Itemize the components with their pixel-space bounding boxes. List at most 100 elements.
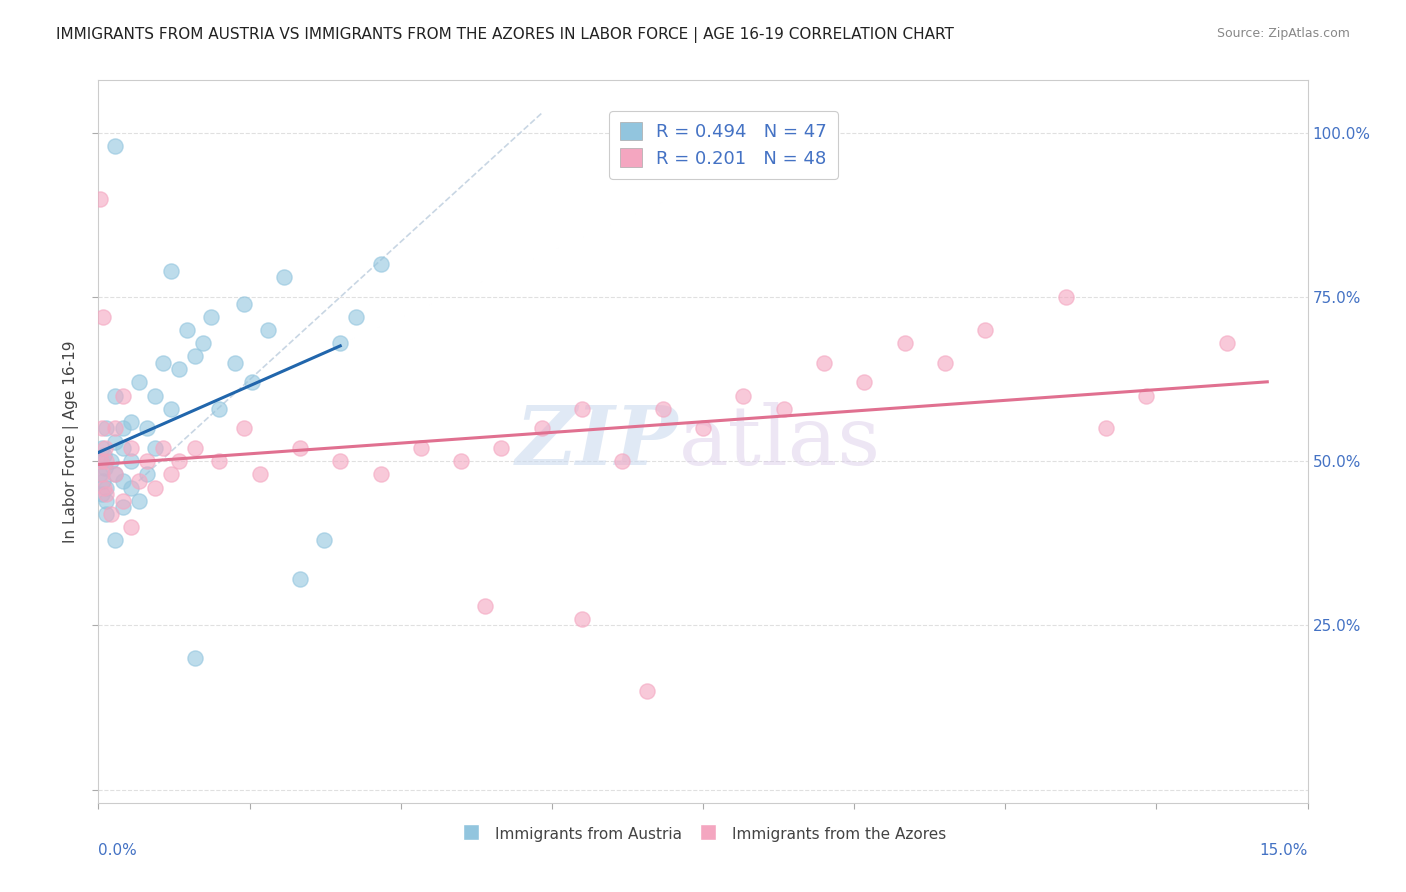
Point — [571, 612, 593, 626]
Point — [93, 481, 115, 495]
Point — [96, 507, 118, 521]
Point — [96, 421, 118, 435]
Point — [91, 467, 114, 482]
Point — [94, 441, 117, 455]
Point — [934, 356, 956, 370]
Point — [103, 533, 125, 547]
Text: Source: ZipAtlas.com: Source: ZipAtlas.com — [1216, 27, 1350, 40]
Point — [249, 467, 271, 482]
Point — [96, 487, 118, 501]
Point — [314, 533, 336, 547]
Point — [370, 467, 392, 482]
Point — [208, 454, 231, 468]
Point — [530, 421, 553, 435]
Point — [120, 415, 142, 429]
Point — [974, 323, 997, 337]
Point — [184, 651, 207, 665]
Point — [329, 336, 352, 351]
Text: 0.0%: 0.0% — [98, 843, 138, 857]
Point — [1054, 290, 1077, 304]
Point — [111, 500, 134, 515]
Point — [256, 323, 278, 337]
Point — [128, 493, 150, 508]
Point — [208, 401, 231, 416]
Point — [103, 467, 125, 482]
Point — [1216, 336, 1239, 351]
Point — [89, 192, 111, 206]
Point — [853, 376, 876, 390]
Point — [160, 401, 183, 416]
Point — [167, 362, 190, 376]
Point — [160, 467, 183, 482]
Point — [100, 507, 122, 521]
Point — [184, 441, 207, 455]
Point — [103, 421, 125, 435]
Point — [152, 356, 174, 370]
Point — [89, 467, 111, 482]
Point — [143, 441, 166, 455]
Text: atlas: atlas — [679, 401, 882, 482]
Text: 15.0%: 15.0% — [1260, 843, 1308, 857]
Point — [491, 441, 513, 455]
Point — [160, 264, 183, 278]
Point — [232, 296, 254, 310]
Point — [111, 493, 134, 508]
Point — [90, 454, 112, 468]
Point — [474, 599, 496, 613]
Point — [120, 441, 142, 455]
Point — [111, 474, 134, 488]
Text: IMMIGRANTS FROM AUSTRIA VS IMMIGRANTS FROM THE AZORES IN LABOR FORCE | AGE 16-19: IMMIGRANTS FROM AUSTRIA VS IMMIGRANTS FR… — [56, 27, 955, 43]
Point — [111, 421, 134, 435]
Point — [111, 388, 134, 402]
Point — [636, 684, 658, 698]
Point — [409, 441, 432, 455]
Point — [143, 481, 166, 495]
Point — [450, 454, 472, 468]
Point — [96, 454, 118, 468]
Point — [152, 441, 174, 455]
Point — [288, 441, 311, 455]
Point — [90, 454, 112, 468]
Point — [772, 401, 794, 416]
Point — [91, 310, 114, 324]
Point — [91, 474, 114, 488]
Text: ZIP: ZIP — [516, 401, 679, 482]
Point — [273, 270, 295, 285]
Point — [103, 467, 125, 482]
Y-axis label: In Labor Force | Age 16-19: In Labor Force | Age 16-19 — [63, 340, 79, 543]
Point — [232, 421, 254, 435]
Point — [111, 441, 134, 455]
Point — [120, 454, 142, 468]
Point — [193, 336, 215, 351]
Point — [571, 401, 593, 416]
Point — [120, 481, 142, 495]
Point — [612, 454, 634, 468]
Point — [167, 454, 190, 468]
Point — [692, 421, 714, 435]
Point — [240, 376, 263, 390]
Point — [176, 323, 198, 337]
Point — [135, 421, 157, 435]
Point — [143, 388, 166, 402]
Point — [90, 421, 112, 435]
Point — [200, 310, 222, 324]
Point — [1135, 388, 1157, 402]
Point — [91, 441, 114, 455]
Point — [329, 454, 352, 468]
Point — [100, 454, 122, 468]
Point — [733, 388, 755, 402]
Point — [893, 336, 915, 351]
Point — [135, 454, 157, 468]
Point — [103, 388, 125, 402]
Point — [370, 257, 392, 271]
Point — [120, 520, 142, 534]
Point — [90, 487, 112, 501]
Point — [344, 310, 367, 324]
Point — [224, 356, 246, 370]
Point — [128, 376, 150, 390]
Point — [93, 448, 115, 462]
Legend: Immigrants from Austria, Immigrants from the Azores: Immigrants from Austria, Immigrants from… — [454, 819, 952, 849]
Point — [128, 474, 150, 488]
Point — [813, 356, 835, 370]
Point — [96, 481, 118, 495]
